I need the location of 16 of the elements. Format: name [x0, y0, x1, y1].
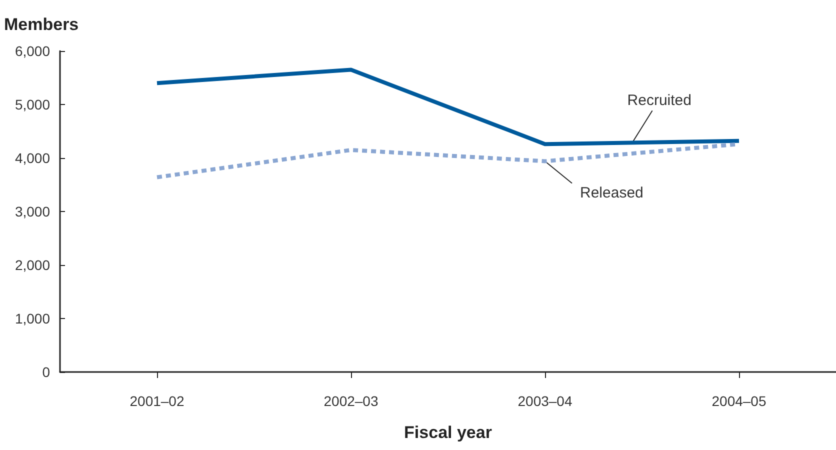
y-tick-label: 3,000 [14, 204, 50, 220]
series-label: Released [580, 184, 644, 202]
y-tick-label: 4,000 [14, 150, 50, 166]
x-tick-label: 2001–02 [130, 393, 184, 409]
y-axis-title: Members [4, 15, 79, 34]
x-axis-title: Fiscal year [404, 423, 492, 442]
text: Recruited [627, 92, 692, 110]
y-tick-label: 5,000 [14, 96, 50, 112]
line-series [155, 68, 741, 146]
x-tick-label: 2002–03 [324, 393, 378, 409]
x-tick-label: 2003–04 [518, 393, 572, 409]
y-tick-label: 0 [42, 364, 50, 380]
y-tick-label: 2,000 [14, 257, 50, 273]
x-tick-label: 2004–05 [712, 393, 766, 409]
y-tick-label: 1,000 [14, 310, 50, 326]
y-tick-label: 6,000 [14, 43, 50, 59]
